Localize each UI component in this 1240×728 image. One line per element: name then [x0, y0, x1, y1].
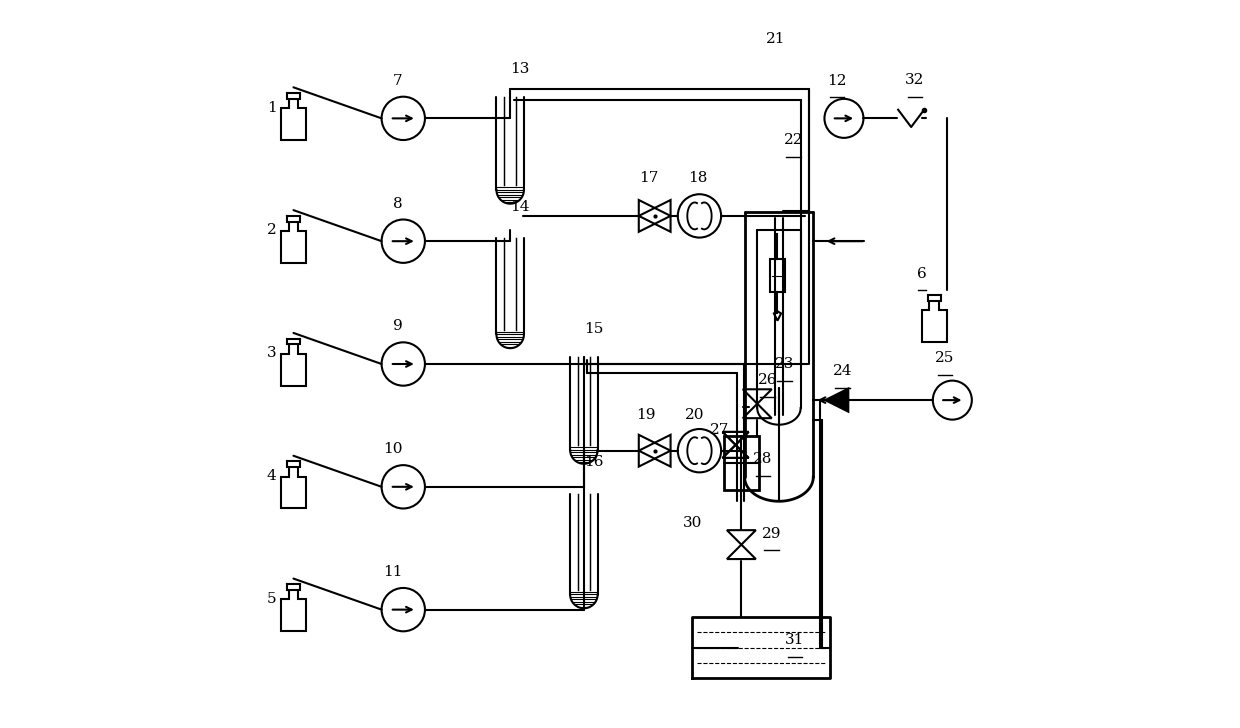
Text: 12: 12 [827, 74, 847, 88]
Text: 5: 5 [267, 592, 277, 606]
Text: 31: 31 [785, 633, 805, 647]
Text: 2: 2 [267, 223, 277, 237]
Text: 20: 20 [686, 408, 704, 422]
Text: 1: 1 [267, 100, 277, 114]
Text: 6: 6 [918, 266, 926, 281]
Text: 16: 16 [584, 454, 604, 469]
Text: 19: 19 [636, 408, 656, 422]
Text: 10: 10 [383, 442, 402, 456]
Text: 11: 11 [383, 565, 402, 579]
Text: 14: 14 [511, 199, 529, 213]
Bar [770, 259, 785, 292]
Polygon shape [825, 389, 848, 411]
Text: 26: 26 [758, 373, 777, 387]
Text: 15: 15 [584, 323, 604, 336]
Text: 27: 27 [711, 424, 729, 438]
Text: 4: 4 [267, 469, 277, 483]
Text: 8: 8 [393, 197, 402, 210]
Text: 18: 18 [688, 170, 708, 185]
Text: 32: 32 [905, 73, 925, 87]
Text: 25: 25 [935, 351, 955, 365]
Text: 29: 29 [761, 527, 781, 541]
Bar [724, 436, 759, 491]
Text: 9: 9 [393, 320, 402, 333]
Text: 22: 22 [784, 133, 804, 147]
Text: 7: 7 [393, 74, 402, 88]
Text: 24: 24 [833, 364, 852, 379]
Text: 13: 13 [511, 62, 529, 76]
Text: 3: 3 [267, 346, 277, 360]
Text: 23: 23 [775, 357, 795, 371]
Text: 28: 28 [754, 452, 773, 467]
Text: 30: 30 [682, 516, 702, 530]
Text: 21: 21 [765, 32, 785, 46]
Text: 17: 17 [639, 170, 658, 185]
